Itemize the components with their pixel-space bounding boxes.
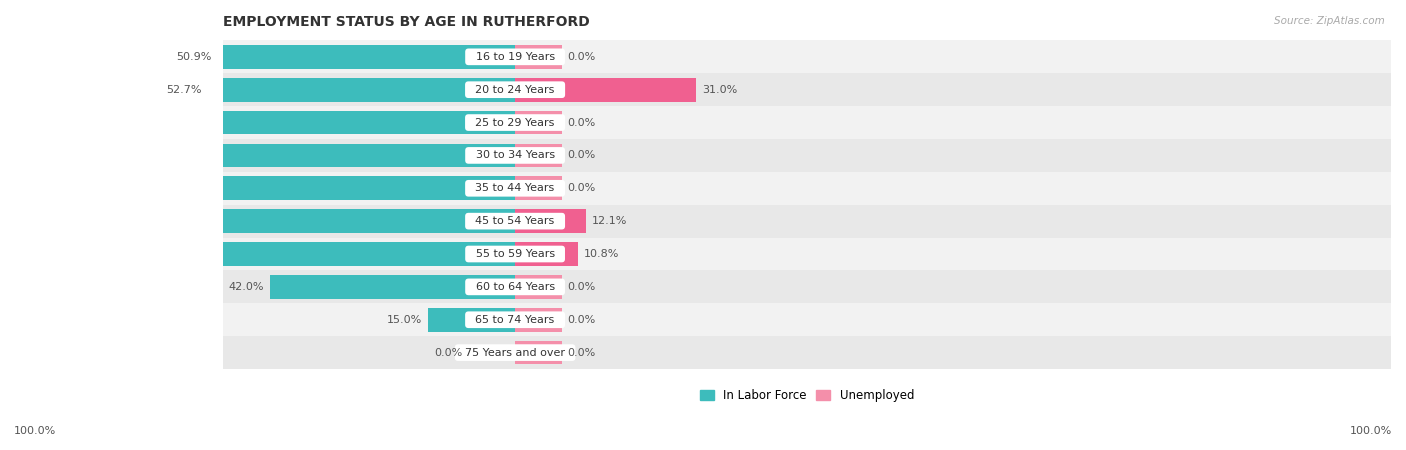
Text: 0.0%: 0.0% <box>568 183 596 194</box>
Bar <box>515 308 562 332</box>
Text: 0.0%: 0.0% <box>568 150 596 160</box>
Text: 20 to 24 Years: 20 to 24 Years <box>468 85 562 94</box>
Legend: In Labor Force, Unemployed: In Labor Force, Unemployed <box>695 384 920 407</box>
Text: 100.0%: 100.0% <box>1350 427 1392 436</box>
Text: EMPLOYMENT STATUS BY AGE IN RUTHERFORD: EMPLOYMENT STATUS BY AGE IN RUTHERFORD <box>224 15 591 29</box>
Bar <box>0 144 515 167</box>
Text: 82.3%: 82.3% <box>49 183 84 194</box>
Bar <box>224 205 1391 238</box>
Text: 35 to 44 Years: 35 to 44 Years <box>468 183 562 194</box>
Bar <box>427 308 515 332</box>
Text: 80.5%: 80.5% <box>59 117 96 127</box>
Text: 67.3%: 67.3% <box>136 216 172 226</box>
Bar <box>515 275 562 299</box>
Text: 0.0%: 0.0% <box>568 315 596 325</box>
Text: 52.7%: 52.7% <box>166 85 201 94</box>
Bar <box>515 45 562 69</box>
Bar <box>207 78 515 102</box>
Text: 50.9%: 50.9% <box>177 52 212 62</box>
Bar <box>224 303 1391 336</box>
Text: 10.8%: 10.8% <box>583 249 620 259</box>
Bar <box>270 275 515 299</box>
Text: 31.0%: 31.0% <box>702 85 737 94</box>
Text: 90.7%: 90.7% <box>0 150 35 160</box>
Bar <box>515 209 586 233</box>
Bar <box>224 106 1391 139</box>
Text: 55 to 59 Years: 55 to 59 Years <box>468 249 561 259</box>
Text: 0.0%: 0.0% <box>568 117 596 127</box>
Bar <box>515 78 696 102</box>
Text: 30 to 34 Years: 30 to 34 Years <box>468 150 561 160</box>
Bar <box>224 139 1391 172</box>
Bar <box>224 238 1391 270</box>
Text: 75 Years and over: 75 Years and over <box>458 347 572 358</box>
Bar <box>515 176 562 200</box>
Bar <box>218 45 515 69</box>
Bar <box>224 172 1391 205</box>
Bar <box>224 336 1391 369</box>
Text: Source: ZipAtlas.com: Source: ZipAtlas.com <box>1274 16 1385 26</box>
Bar <box>515 341 562 364</box>
Text: 0.0%: 0.0% <box>568 282 596 292</box>
Text: 16 to 19 Years: 16 to 19 Years <box>468 52 561 62</box>
Bar <box>515 242 578 266</box>
Bar <box>224 73 1391 106</box>
Bar <box>122 242 515 266</box>
Text: 65 to 74 Years: 65 to 74 Years <box>468 315 562 325</box>
Bar <box>515 111 562 135</box>
Bar <box>45 111 515 135</box>
Bar <box>122 209 515 233</box>
Text: 42.0%: 42.0% <box>229 282 264 292</box>
Text: 45 to 54 Years: 45 to 54 Years <box>468 216 562 226</box>
Bar <box>515 144 562 167</box>
Text: 25 to 29 Years: 25 to 29 Years <box>468 117 562 127</box>
Text: 0.0%: 0.0% <box>434 347 463 358</box>
Text: 60 to 64 Years: 60 to 64 Years <box>468 282 561 292</box>
Text: 67.3%: 67.3% <box>136 249 172 259</box>
Bar <box>224 40 1391 73</box>
Text: 0.0%: 0.0% <box>568 52 596 62</box>
Bar <box>224 270 1391 303</box>
Text: 15.0%: 15.0% <box>387 315 422 325</box>
Text: 12.1%: 12.1% <box>592 216 627 226</box>
Bar <box>35 176 515 200</box>
Text: 0.0%: 0.0% <box>568 347 596 358</box>
Text: 100.0%: 100.0% <box>14 427 56 436</box>
